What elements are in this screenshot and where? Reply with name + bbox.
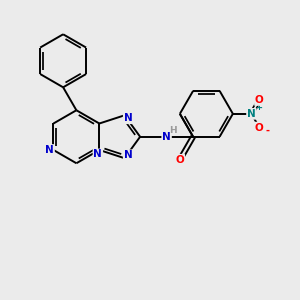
- Text: O: O: [255, 123, 264, 133]
- Text: N: N: [247, 109, 256, 119]
- Text: H: H: [169, 126, 177, 135]
- Text: N: N: [94, 149, 102, 159]
- Text: N: N: [124, 150, 132, 160]
- Text: N: N: [162, 132, 171, 142]
- Text: O: O: [255, 95, 264, 105]
- Text: N: N: [45, 145, 54, 155]
- Text: N: N: [124, 113, 132, 123]
- Text: O: O: [176, 155, 184, 165]
- Text: -: -: [266, 125, 270, 136]
- Text: +: +: [255, 103, 262, 112]
